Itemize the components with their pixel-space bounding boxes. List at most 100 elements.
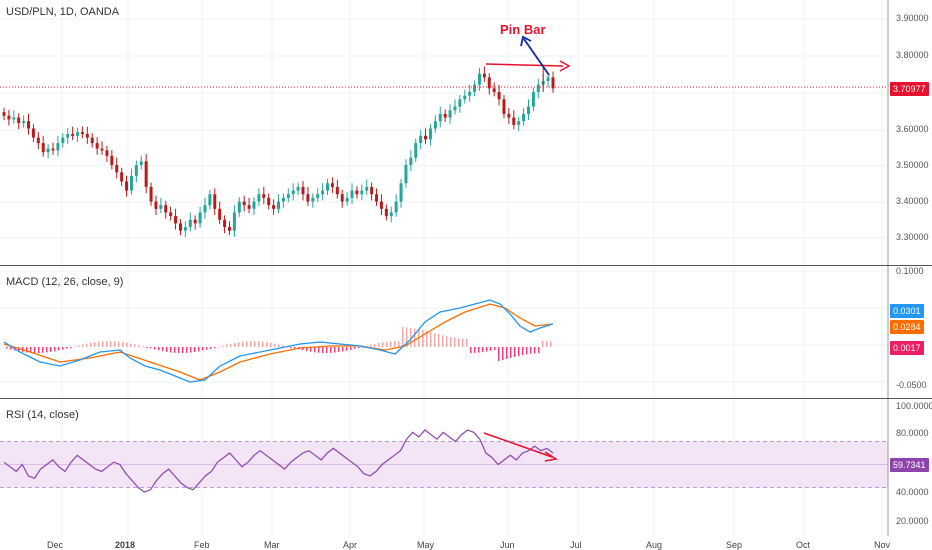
candle-body	[267, 197, 271, 206]
macd-chart[interactable]	[0, 266, 932, 399]
macd-histogram-bar	[310, 347, 312, 352]
candle-body	[105, 150, 109, 156]
rsi-axis-label: 40.0000	[896, 487, 929, 497]
candle-body	[546, 77, 550, 82]
rsi-axis-label: 80.0000	[896, 428, 929, 438]
rsi-pane: RSI (14, close) 100.0000 80.0000 40.0000…	[0, 399, 932, 536]
macd-histogram-bar	[522, 347, 524, 356]
candle-body	[306, 194, 310, 202]
macd-histogram-bar	[374, 343, 376, 347]
rsi-tag: 59.7341	[890, 458, 929, 472]
candle-body	[56, 143, 60, 151]
candle-body	[242, 201, 246, 206]
candle-body	[330, 183, 334, 187]
macd-histogram-bar	[94, 342, 96, 347]
time-label: 2018	[115, 540, 136, 550]
macd-axis-label: 0.1000	[896, 266, 924, 276]
macd-histogram-bar	[246, 341, 248, 347]
macd-histogram-bar	[86, 343, 88, 347]
macd-histogram-bar	[266, 341, 268, 347]
pin-bar-arrow-line	[523, 38, 550, 76]
candle-body	[409, 157, 413, 165]
macd-histogram-bar	[50, 347, 52, 352]
price-axis-label: 3.80000	[896, 50, 929, 60]
candle-body	[178, 223, 182, 231]
candle-body	[340, 194, 344, 202]
candle-body	[448, 110, 452, 118]
macd-histogram-bar	[434, 333, 436, 347]
macd-histogram-bar	[330, 347, 332, 353]
macd-histogram-bar	[318, 347, 320, 353]
candle-body	[463, 95, 467, 100]
candle-body	[208, 194, 212, 206]
rsi-chart[interactable]	[0, 399, 932, 536]
macd-histogram-bar	[394, 341, 396, 347]
candle-body	[326, 183, 330, 191]
rsi-axis-label: 20.0000	[896, 516, 929, 526]
candle-body	[492, 88, 496, 92]
macd-histogram-bar	[366, 345, 368, 347]
candle-body	[46, 148, 50, 153]
macd-histogram-bar	[378, 343, 380, 347]
macd-pane: MACD (12, 26, close, 9) 0.1000 -0.0500 0…	[0, 266, 932, 399]
candle-body	[365, 186, 369, 191]
candle-body	[414, 143, 418, 158]
macd-histogram-bar	[546, 341, 548, 347]
macd-histogram-bar	[238, 342, 240, 347]
candle-body	[458, 99, 462, 107]
candle-body	[213, 194, 217, 209]
macd-histogram-bar	[466, 338, 468, 347]
macd-histogram-bar	[342, 347, 344, 352]
time-label: Nov	[874, 540, 891, 550]
candle-body	[453, 106, 457, 111]
candle-body	[164, 205, 168, 213]
macd-histogram-bar	[534, 347, 536, 354]
macd-histogram-bar	[174, 347, 176, 353]
macd-histogram-bar	[118, 341, 120, 347]
macd-histogram-bar	[226, 344, 228, 347]
candle-body	[17, 117, 21, 124]
macd-histogram-bar	[162, 347, 164, 352]
candle-body	[375, 194, 379, 202]
macd-histogram-bar	[58, 347, 60, 351]
macd-histogram-bar	[406, 327, 408, 347]
macd-histogram-bar	[362, 346, 364, 348]
price-pane: USD/PLN, 1D, OANDA Pin Bar 3.90000 3.800…	[0, 0, 932, 266]
macd-histogram-bar	[510, 347, 512, 358]
macd-histogram-bar	[450, 336, 452, 347]
candle-body	[350, 190, 354, 198]
price-axis-label: 3.60000	[896, 124, 929, 134]
candle-body	[203, 205, 207, 213]
candle-body	[139, 161, 143, 165]
macd-histogram-bar	[322, 347, 324, 353]
candle-body	[443, 113, 447, 118]
macd-histogram-bar	[142, 346, 144, 348]
macd-histogram-bar	[194, 347, 196, 353]
macd-histogram-bar	[314, 347, 316, 353]
candle-body	[507, 113, 511, 118]
candle-body	[487, 77, 491, 89]
candle-body	[120, 172, 124, 182]
price-chart[interactable]	[0, 0, 932, 266]
candle-body	[468, 92, 472, 96]
pin-bar-annotation: Pin Bar	[500, 22, 546, 37]
macd-histogram-bar	[54, 347, 56, 352]
macd-histogram-bar	[282, 345, 284, 347]
macd-histogram-bar	[158, 347, 160, 351]
pin-bar-arrow-head	[520, 35, 532, 47]
candle-body	[277, 201, 280, 209]
candle-body	[149, 186, 153, 202]
macd-histogram-bar	[10, 347, 12, 350]
candle-body	[272, 205, 276, 209]
candle-body	[232, 212, 236, 231]
macd-histogram-bar	[306, 347, 308, 352]
candle-body	[134, 165, 138, 176]
macd-histogram-bar	[290, 347, 292, 348]
macd-histogram-bar	[274, 343, 276, 347]
macd-histogram-bar	[326, 347, 328, 353]
divergence-arrow-line	[483, 432, 553, 458]
candle-body	[389, 212, 393, 217]
macd-histogram-bar	[178, 347, 180, 353]
macd-histogram-bar	[302, 347, 304, 351]
candle-body	[80, 132, 84, 134]
